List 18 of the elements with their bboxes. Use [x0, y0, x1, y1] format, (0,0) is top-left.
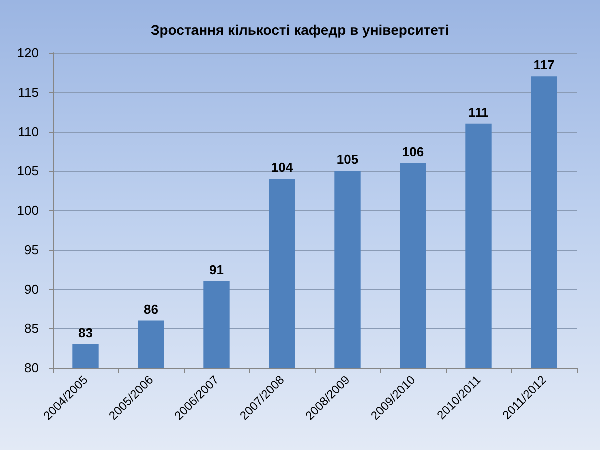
data-label: 105 — [336, 152, 359, 168]
data-label: 117 — [534, 58, 555, 73]
y-tick-label: 105 — [17, 164, 39, 179]
y-tick-label: 120 — [17, 46, 39, 60]
y-tick-label: 110 — [18, 124, 39, 140]
data-label: 104 — [271, 160, 294, 175]
data-label: 111 — [468, 104, 489, 120]
y-tick-label: 115 — [18, 84, 39, 100]
y-tick-label: 95 — [24, 242, 39, 258]
chart-title: Зростання кількості кафедр в університеті — [150, 22, 450, 38]
data-label: 83 — [78, 325, 93, 340]
y-tick-label: 80 — [24, 360, 39, 376]
data-label: 86 — [144, 302, 158, 317]
y-tick-label: 100 — [17, 203, 39, 218]
y-tick-label: 85 — [24, 321, 39, 336]
data-label: 106 — [402, 144, 424, 160]
y-tick-label: 90 — [24, 282, 39, 297]
data-label: 91 — [210, 262, 224, 278]
